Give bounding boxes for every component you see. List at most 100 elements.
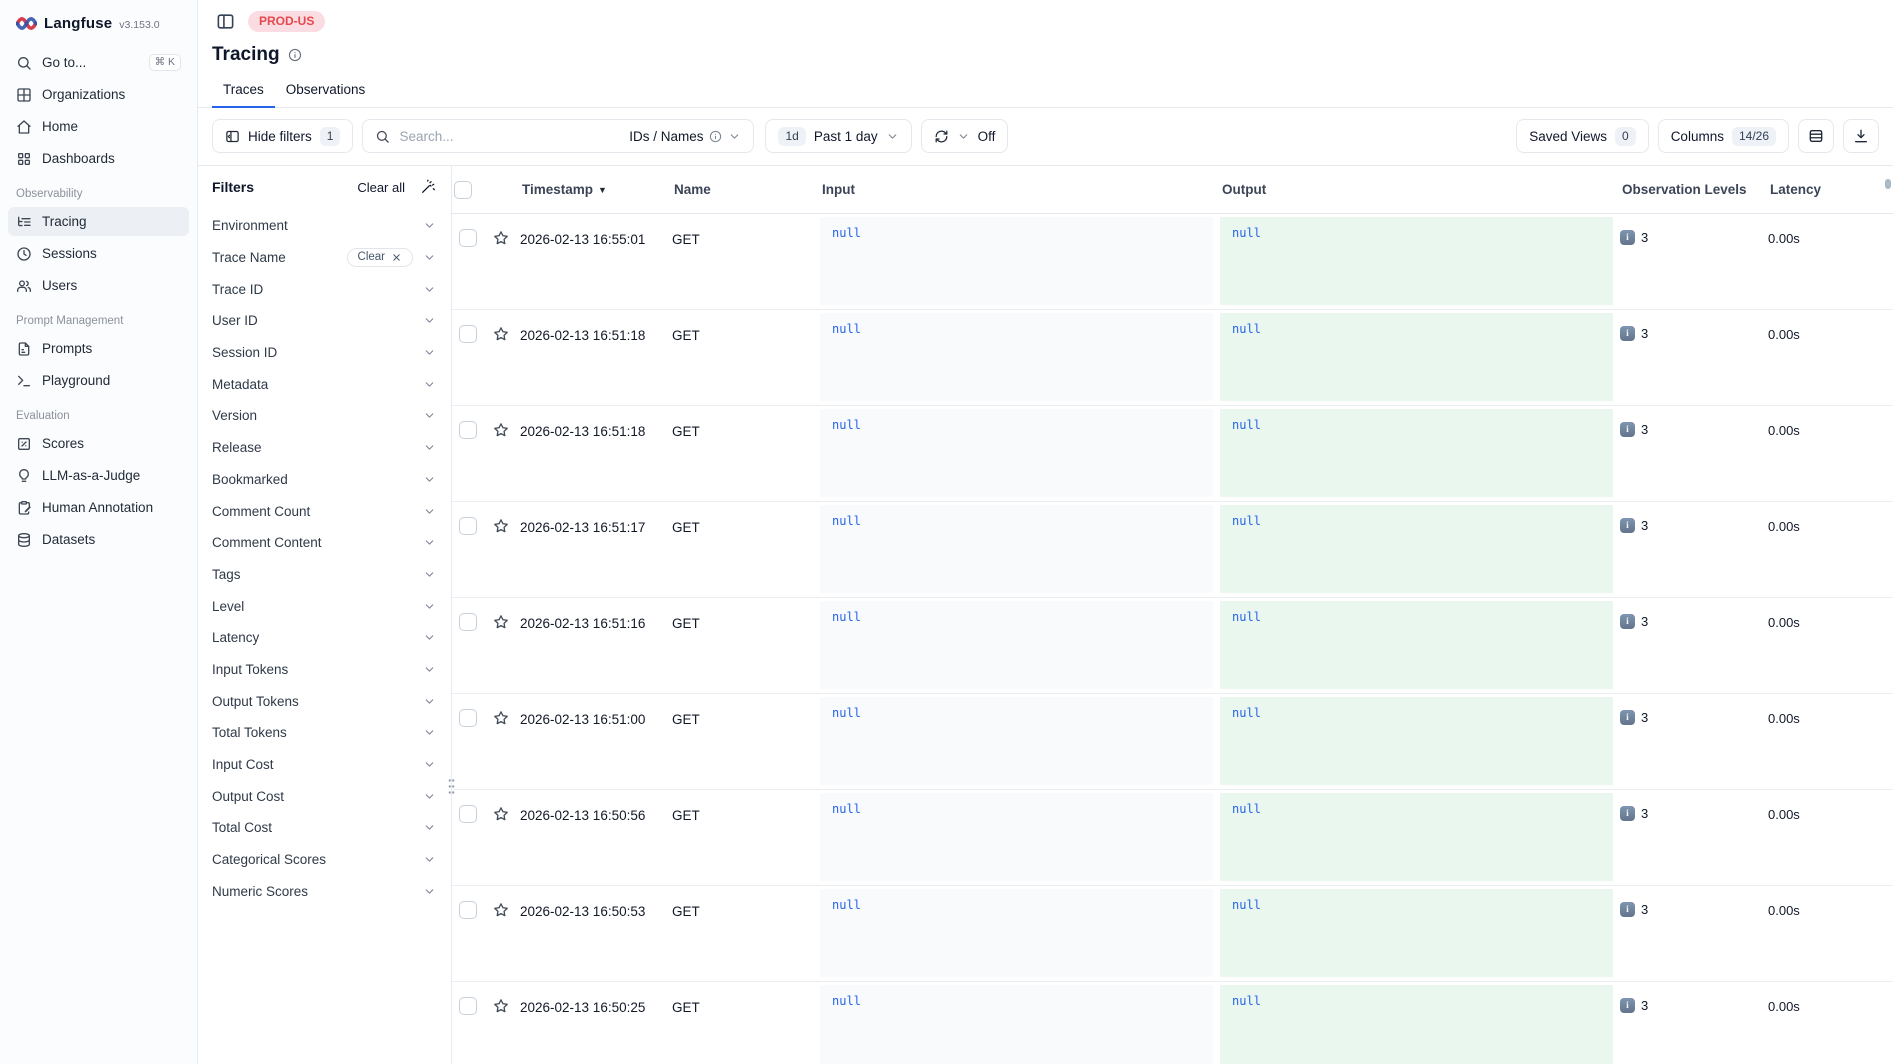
filter-item[interactable]: Input Cost <box>212 749 436 781</box>
sidebar-item-sessions[interactable]: Sessions <box>8 239 189 268</box>
bookmark-star-icon[interactable] <box>493 998 509 1014</box>
filter-label: User ID <box>212 313 258 329</box>
row-name: GET <box>672 1000 700 1015</box>
filter-item[interactable]: Trace ID <box>212 273 436 305</box>
auto-refresh-button[interactable]: Off <box>920 119 1009 153</box>
filter-item[interactable]: Trace Name Clear <box>212 242 436 274</box>
sidebar-item-scores[interactable]: Scores <box>8 429 189 458</box>
row-checkbox[interactable] <box>459 421 477 439</box>
sidebar-item-dashboards[interactable]: Dashboards <box>8 144 189 173</box>
environment-badge[interactable]: PROD-US <box>248 10 326 32</box>
filter-item[interactable]: Session ID <box>212 337 436 369</box>
filter-list: Environment Trace Name Clear <box>212 210 436 907</box>
bookmark-star-icon[interactable] <box>493 614 509 630</box>
table-row[interactable]: 2026-02-13 16:51:18 GET null null i 3 0.… <box>452 310 1893 406</box>
filter-clear-chip[interactable]: Clear <box>346 248 413 268</box>
bookmark-star-icon[interactable] <box>493 518 509 534</box>
filter-item[interactable]: User ID <box>212 305 436 337</box>
clear-all-filters-button[interactable]: Clear all <box>357 179 405 195</box>
sidebar-item-users[interactable]: Users <box>8 271 189 300</box>
filter-item[interactable]: Total Tokens <box>212 717 436 749</box>
bookmark-star-icon[interactable] <box>493 710 509 726</box>
row-checkbox[interactable] <box>459 901 477 919</box>
filter-item[interactable]: Comment Count <box>212 495 436 527</box>
filter-item[interactable]: Level <box>212 590 436 622</box>
row-checkbox[interactable] <box>459 229 477 247</box>
filter-item[interactable]: Bookmarked <box>212 464 436 496</box>
search-icon <box>16 55 32 71</box>
terminal-icon <box>16 373 32 389</box>
filter-item[interactable]: Comment Content <box>212 527 436 559</box>
row-checkbox[interactable] <box>459 325 477 343</box>
goto-search[interactable]: Go to... ⌘ K <box>8 48 189 77</box>
search-input[interactable]: Search... IDs / Names <box>362 119 755 153</box>
filter-wand-icon[interactable] <box>420 179 436 195</box>
filter-item[interactable]: Metadata <box>212 368 436 400</box>
filter-item[interactable]: Version <box>212 400 436 432</box>
table-scrollbar-thumb[interactable] <box>1885 179 1891 189</box>
select-all-checkbox[interactable] <box>454 180 472 199</box>
table-row[interactable]: 2026-02-13 16:51:00 GET null null i 3 0.… <box>452 694 1893 790</box>
table-row[interactable]: 2026-02-13 16:51:16 GET null null i 3 0.… <box>452 598 1893 694</box>
bookmark-star-icon[interactable] <box>493 806 509 822</box>
filter-label: Bookmarked <box>212 471 288 487</box>
sidebar-item-llm-as-a-judge[interactable]: LLM-as-a-Judge <box>8 461 189 490</box>
sidebar-section-evaluation: Evaluation <box>16 410 70 422</box>
sidebar-item-datasets[interactable]: Datasets <box>8 525 189 554</box>
row-checkbox[interactable] <box>459 709 477 727</box>
row-checkbox[interactable] <box>459 517 477 535</box>
saved-views-button[interactable]: Saved Views 0 <box>1516 119 1649 153</box>
column-header-timestamp[interactable]: Timestamp ▼ <box>522 182 607 197</box>
bookmark-star-icon[interactable] <box>493 902 509 918</box>
sidebar-item-prompts[interactable]: Prompts <box>8 334 189 363</box>
filter-item[interactable]: Numeric Scores <box>212 875 436 907</box>
brand-name: Langfuse <box>44 15 113 32</box>
table-row[interactable]: 2026-02-13 16:50:56 GET null null i 3 0.… <box>452 790 1893 886</box>
row-checkbox[interactable] <box>459 805 477 823</box>
filter-item[interactable]: Latency <box>212 622 436 654</box>
tab[interactable]: Observations <box>275 77 377 107</box>
brand[interactable]: Langfuse v3.153.0 <box>8 13 189 48</box>
sidebar-item-human-annotation[interactable]: Human Annotation <box>8 493 189 522</box>
main-area: PROD-US Tracing Traces Observations Hide… <box>198 0 1893 1064</box>
columns-button[interactable]: Columns 14/26 <box>1657 119 1789 153</box>
file-text-icon <box>16 341 32 357</box>
filter-item[interactable]: Total Cost <box>212 812 436 844</box>
bookmark-star-icon[interactable] <box>493 422 509 438</box>
hide-filters-button[interactable]: Hide filters 1 <box>212 119 354 153</box>
filter-item[interactable]: Environment <box>212 210 436 242</box>
sidebar-item-playground[interactable]: Playground <box>8 366 189 395</box>
search-mode-select[interactable]: IDs / Names <box>629 129 741 144</box>
bookmark-star-icon[interactable] <box>493 230 509 246</box>
row-checkbox[interactable] <box>459 997 477 1015</box>
table-row[interactable]: 2026-02-13 16:50:53 GET null null i 3 0.… <box>452 886 1893 982</box>
table-row[interactable]: 2026-02-13 16:51:17 GET null null i 3 0.… <box>452 502 1893 598</box>
filter-item[interactable]: Tags <box>212 559 436 591</box>
filter-item[interactable]: Categorical Scores <box>212 844 436 876</box>
info-icon <box>709 130 722 143</box>
filter-item[interactable]: Output Cost <box>212 780 436 812</box>
filter-item[interactable]: Input Tokens <box>212 654 436 686</box>
row-height-button[interactable] <box>1798 119 1834 153</box>
row-name: GET <box>672 520 700 535</box>
filter-label: Categorical Scores <box>212 852 327 868</box>
sidebar-item-organizations[interactable]: Organizations <box>8 80 189 109</box>
date-range-button[interactable]: 1d Past 1 day <box>765 119 912 153</box>
panel-resize-handle[interactable] <box>448 778 455 795</box>
row-output: null <box>1220 409 1613 497</box>
sidebar-toggle-icon[interactable] <box>216 12 235 31</box>
filter-item[interactable]: Release <box>212 432 436 464</box>
bookmark-star-icon[interactable] <box>493 326 509 342</box>
export-button[interactable] <box>1843 119 1879 153</box>
row-latency: 0.00s <box>1768 615 1800 630</box>
table-row[interactable]: 2026-02-13 16:50:25 GET null null i 3 0.… <box>452 982 1893 1064</box>
table-row[interactable]: 2026-02-13 16:55:01 GET null null i 3 0.… <box>452 214 1893 310</box>
sidebar-item-home[interactable]: Home <box>8 112 189 141</box>
chevron-down-icon <box>423 441 436 454</box>
filter-item[interactable]: Output Tokens <box>212 685 436 717</box>
row-checkbox[interactable] <box>459 613 477 631</box>
table-row[interactable]: 2026-02-13 16:51:18 GET null null i 3 0.… <box>452 406 1893 502</box>
sidebar-item-tracing[interactable]: Tracing <box>8 207 189 236</box>
info-icon[interactable] <box>288 48 302 62</box>
tab[interactable]: Traces <box>212 77 275 108</box>
